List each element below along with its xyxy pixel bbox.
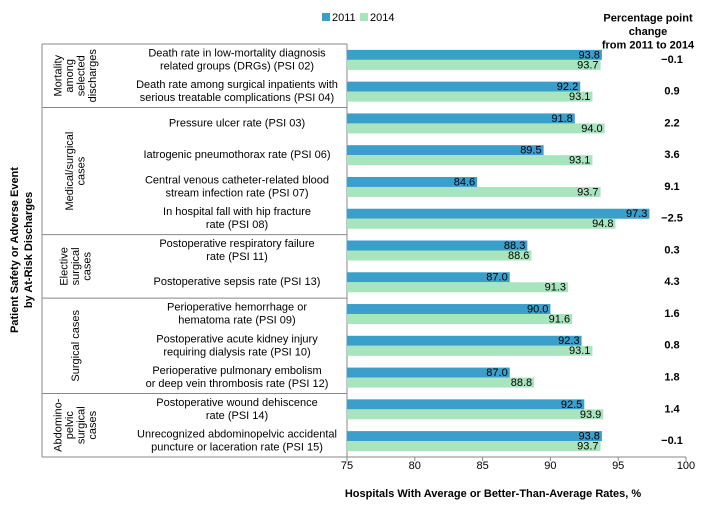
value-label: 88.6 <box>508 250 529 262</box>
bar <box>347 186 601 197</box>
bar <box>347 123 605 134</box>
bar <box>347 441 601 452</box>
value-label: 90.0 <box>527 303 548 315</box>
value-label: 91.3 <box>545 282 566 294</box>
x-tick-label: 80 <box>409 460 421 472</box>
value-label: 93.7 <box>577 59 598 71</box>
category-label: Unrecognized abdominopelvic accidental pu… <box>137 429 337 454</box>
bar <box>347 49 602 60</box>
value-label: 94.8 <box>592 218 613 230</box>
value-label: 93.8 <box>579 49 600 61</box>
category-label: Central venous catheter-related blood str… <box>145 174 329 199</box>
change-value: 0.8 <box>664 340 679 352</box>
value-label: 91.8 <box>551 113 572 125</box>
value-label: 87.0 <box>486 272 507 284</box>
value-label: 93.7 <box>577 441 598 453</box>
value-label: 93.9 <box>580 409 601 421</box>
change-value: 2.2 <box>664 117 679 129</box>
y-axis-title: Patient Safety or Adverse Event by At-Ris… <box>9 167 35 333</box>
group-label: Mortalityamongselecteddischarges <box>53 49 100 103</box>
value-label: 92.3 <box>558 335 579 347</box>
legend-swatch <box>360 13 368 21</box>
bar <box>347 250 532 261</box>
category-label: Pressure ulcer rate (PSI 03) <box>169 117 305 129</box>
category-label: Perioperative pulmonary embolism or deep … <box>146 365 329 390</box>
bar <box>347 145 544 156</box>
value-label: 94.0 <box>581 123 602 135</box>
bar <box>347 208 650 219</box>
group-label: Electivesurgicalcases <box>58 247 93 286</box>
bar <box>347 176 478 187</box>
change-value: 4.3 <box>664 276 679 288</box>
change-value: 1.4 <box>664 403 680 415</box>
bar <box>347 272 510 283</box>
bar <box>347 81 581 92</box>
change-value: 0.9 <box>664 86 679 98</box>
value-label: 87.0 <box>486 367 507 379</box>
category-label: Iatrogenic pneumothorax rate (PSI 06) <box>143 149 330 161</box>
bar <box>347 282 569 293</box>
x-tick-label: 95 <box>612 460 624 472</box>
category-label: Postoperative acute kidney injury requiri… <box>156 333 318 358</box>
legend-swatch <box>322 13 330 21</box>
x-tick-label: 90 <box>544 460 556 472</box>
legend-label: 2014 <box>370 12 394 24</box>
value-label: 93.1 <box>569 155 590 167</box>
category-label: In hospital fall with hip fracture rate (… <box>163 206 311 231</box>
value-label: 92.5 <box>561 399 582 411</box>
value-label: 97.3 <box>626 208 647 220</box>
change-value: 1.6 <box>664 308 679 320</box>
group-label: Abdomino-pelvicsurgicalcases <box>53 398 100 452</box>
bar <box>347 155 593 166</box>
x-tick-label: 85 <box>476 460 488 472</box>
category-label: Death rate in low-mortality diagnosis rel… <box>148 47 326 72</box>
category-label: Perioperative hemorrhage or hematoma rate… <box>167 301 307 326</box>
bar <box>347 335 582 346</box>
value-label: 93.7 <box>577 186 598 198</box>
bar <box>347 431 602 442</box>
value-label: 88.8 <box>511 377 532 389</box>
value-label: 89.5 <box>520 145 541 157</box>
change-value: −2.5 <box>661 213 683 225</box>
change-value: 3.6 <box>664 149 679 161</box>
change-title: Percentage point change from 2011 to 2014 <box>602 12 695 51</box>
bar <box>347 367 510 378</box>
x-tick-label: 100 <box>677 460 695 472</box>
bar <box>347 218 616 229</box>
change-value: 0.3 <box>664 244 679 256</box>
value-label: 84.6 <box>454 176 475 188</box>
bar <box>347 314 573 325</box>
bar <box>347 59 601 70</box>
x-axis-title: Hospitals With Average or Better-Than-Av… <box>345 488 642 500</box>
bar <box>347 304 551 315</box>
value-label: 91.6 <box>549 313 570 325</box>
bar <box>347 399 585 410</box>
value-label: 92.2 <box>557 81 578 93</box>
change-value: 9.1 <box>664 181 679 193</box>
category-label: Postoperative sepsis rate (PSI 13) <box>154 276 321 288</box>
legend-label: 2011 <box>332 12 356 24</box>
bar <box>347 240 528 251</box>
bar <box>347 345 593 356</box>
bar <box>347 113 575 124</box>
category-label: Death rate among surgical inpatients wit… <box>136 79 338 104</box>
bar <box>347 91 593 102</box>
value-label: 93.1 <box>569 91 590 103</box>
change-value: 1.8 <box>664 371 679 383</box>
change-value: −0.1 <box>661 435 683 447</box>
category-label: Postoperative wound dehiscence rate (PSI … <box>156 397 317 422</box>
x-tick-label: 75 <box>341 460 353 472</box>
bar <box>347 409 604 420</box>
group-label: Medical/surgicalcases <box>64 132 88 211</box>
bar <box>347 377 535 388</box>
category-label: Postoperative respiratory failure rate (P… <box>159 238 314 263</box>
value-label: 88.3 <box>504 240 525 252</box>
value-label: 93.8 <box>579 431 600 443</box>
value-label: 93.1 <box>569 345 590 357</box>
change-value: −0.1 <box>661 54 683 66</box>
group-label: Surgical cases <box>70 310 82 382</box>
